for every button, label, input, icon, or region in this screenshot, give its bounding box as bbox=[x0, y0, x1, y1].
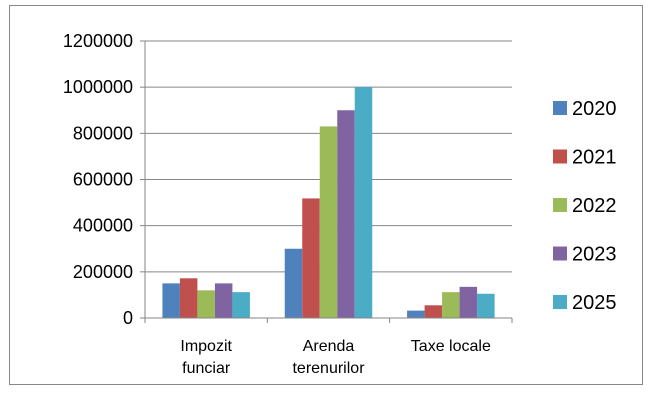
y-axis-ticks: 0 200000 400000 600000 800000 1000000 1200000 bbox=[63, 31, 145, 328]
y-tick-label: 600000 bbox=[73, 170, 133, 190]
bar-2025-1 bbox=[354, 87, 373, 319]
y-tick-label: 1200000 bbox=[63, 31, 133, 51]
bar-2020-1 bbox=[284, 248, 303, 318]
legend-swatch-2021 bbox=[553, 149, 567, 164]
bar-2020-0 bbox=[162, 283, 180, 318]
bar-2025-0 bbox=[232, 292, 250, 318]
y-tick-label: 1000000 bbox=[63, 77, 133, 97]
legend-swatch-2025 bbox=[553, 295, 567, 309]
legend-swatch-2020 bbox=[553, 101, 567, 115]
x-category-label: Arenda bbox=[303, 338, 355, 355]
x-category-label: Taxe locale bbox=[411, 338, 491, 355]
gridlines bbox=[145, 40, 512, 273]
y-tick-label: 200000 bbox=[73, 262, 133, 282]
legend-label-2023: 2023 bbox=[572, 244, 617, 266]
bar-2021-1 bbox=[302, 198, 320, 318]
bar-2020-2 bbox=[407, 310, 425, 318]
y-tick-label: 800000 bbox=[73, 123, 133, 143]
x-category-label: funciar bbox=[182, 360, 231, 377]
legend-swatch-2023 bbox=[553, 246, 567, 261]
bar-2023-0 bbox=[214, 283, 233, 318]
legend: 2020 2021 2022 2023 2025 bbox=[553, 98, 617, 314]
bar-2022-2 bbox=[442, 292, 460, 318]
bar-2022-0 bbox=[197, 290, 215, 318]
x-axis-categories: Impozit funciar Arenda terenurilor Taxe loca… bbox=[180, 338, 491, 377]
bar-2023-1 bbox=[337, 110, 355, 318]
y-tick-label: 400000 bbox=[73, 216, 133, 236]
bar-2021-2 bbox=[424, 305, 443, 318]
legend-label-2020: 2020 bbox=[572, 98, 617, 120]
bar-2023-2 bbox=[459, 286, 478, 318]
bar-2025-2 bbox=[477, 293, 495, 318]
legend-label-2022: 2022 bbox=[572, 195, 617, 217]
legend-label-2025: 2025 bbox=[572, 292, 617, 314]
legend-label-2021: 2021 bbox=[572, 147, 617, 169]
bar-2021-0 bbox=[179, 278, 198, 318]
bars bbox=[162, 87, 495, 319]
x-category-label: Impozit bbox=[180, 338, 232, 355]
y-tick-label: 0 bbox=[123, 308, 133, 328]
x-category-label: terenurilor bbox=[292, 360, 365, 377]
legend-swatch-2022 bbox=[553, 198, 567, 212]
bar-2022-1 bbox=[319, 126, 338, 319]
